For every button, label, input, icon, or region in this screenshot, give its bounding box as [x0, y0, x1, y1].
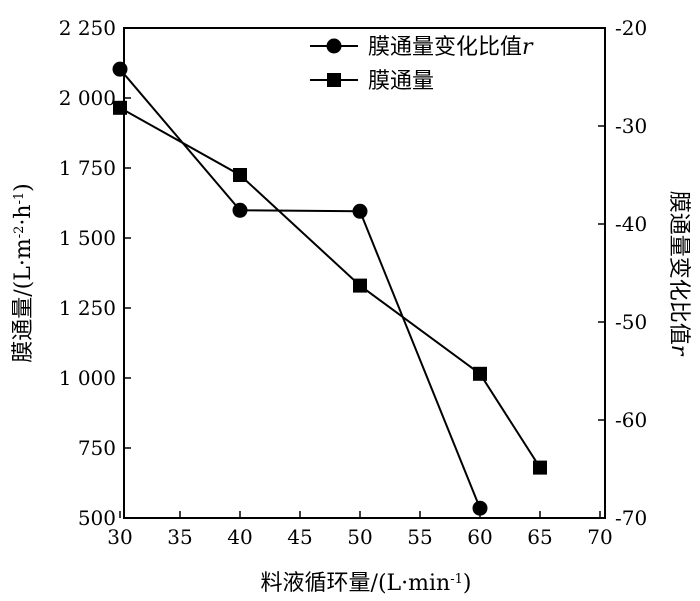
x-tick-label: 30 [107, 525, 132, 549]
y-left-tick-label: 1 750 [59, 156, 116, 180]
x-tick-label: 60 [467, 525, 492, 549]
x-axis-ticks: 30 35 40 45 50 55 60 65 70 [107, 511, 613, 549]
x-tick-label: 70 [587, 525, 612, 549]
y-left-tick-label: 1 500 [59, 226, 116, 250]
data-point-flux [353, 278, 367, 293]
series-line-ratio [119, 68, 481, 509]
plot-frame-group [123, 27, 606, 519]
data-point-flux [473, 366, 487, 381]
y-left-tick-label: 500 [78, 506, 116, 530]
data-point-ratio [232, 202, 248, 218]
y-right-axis-title: 膜通量变化比值r [666, 191, 691, 357]
legend-marker-square [327, 73, 341, 87]
y-right-tick-label: -70 [615, 506, 647, 530]
y-left-tick-label: 1 250 [59, 296, 116, 320]
y-right-tick-label: -40 [615, 212, 647, 236]
y-right-axis-ticks: -70 -60 -50 -40 -30 -20 [598, 16, 647, 530]
data-point-flux [533, 460, 547, 475]
y-right-tick-label: -30 [615, 114, 647, 138]
x-tick-label: 35 [167, 525, 192, 549]
y-right-tick-label: -60 [615, 408, 647, 432]
y-left-axis-ticks: 500 750 1 000 1 250 1 500 1 750 2 000 2 250 [59, 16, 131, 530]
series-line-flux [119, 106, 541, 469]
legend: 膜通量变化比值r 膜通量 [310, 35, 534, 94]
data-point-ratio [472, 500, 488, 516]
x-tick-label: 65 [527, 525, 552, 549]
data-point-flux [233, 168, 247, 182]
y-left-tick-label: 2 250 [59, 16, 116, 40]
x-tick-label: 45 [287, 525, 312, 549]
y-right-tick-label: -20 [615, 16, 647, 40]
legend-label-ratio: 膜通量变化比值r [368, 35, 534, 60]
legend-marker-circle [326, 38, 342, 54]
y-left-tick-label: 2 000 [59, 86, 116, 110]
x-tick-label: 55 [407, 525, 432, 549]
legend-label-flux: 膜通量 [368, 69, 434, 94]
y-left-tick-label: 750 [78, 436, 116, 460]
data-point-ratio [352, 203, 368, 219]
series-group [112, 61, 547, 516]
x-tick-label: 50 [347, 525, 372, 549]
y-left-tick-label: 1 000 [59, 366, 116, 390]
data-point-flux [113, 100, 127, 115]
plot-frame [123, 27, 606, 519]
data-point-ratio [112, 61, 128, 77]
y-left-axis-title: 膜通量/(L·m-2·h-1) [11, 183, 36, 363]
x-axis-title: 料液循环量/(L·min-1) [261, 571, 472, 596]
x-tick-label: 40 [227, 525, 252, 549]
y-right-tick-label: -50 [615, 310, 647, 334]
